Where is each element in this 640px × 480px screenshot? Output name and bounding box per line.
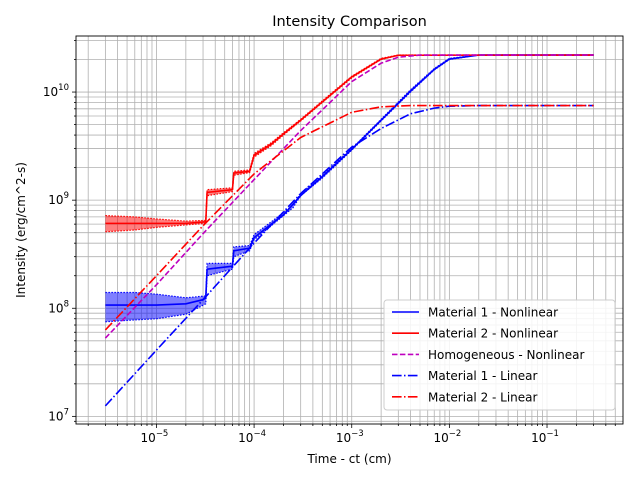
series-line-5	[104, 104, 594, 331]
x-tick-label: 10−5	[141, 429, 169, 445]
legend-label-3: Homogeneous - Nonlinear	[428, 348, 584, 362]
y-tick-label: 1010	[43, 83, 69, 99]
x-tick-label: 10−4	[238, 429, 266, 445]
series-line-3	[104, 54, 594, 339]
band-series-1	[105, 55, 594, 322]
x-tick-label: 10−3	[336, 429, 364, 445]
x-tick-label: 10−1	[531, 429, 559, 445]
legend: Material 1 - Nonlinear Material 2 - Nonli…	[383, 299, 616, 411]
x-axis-ticks: 10−5 10−4 10−3 10−2 10−1	[87, 424, 616, 445]
y-tick-label: 108	[48, 299, 69, 315]
band-lower-series-2	[105, 54, 594, 233]
chart-title: Intensity Comparison	[272, 14, 427, 30]
legend-label-4: Material 1 - Linear	[428, 369, 538, 383]
plot-border	[75, 35, 624, 425]
x-tick-label: 10−2	[433, 429, 461, 445]
series-line-2	[105, 54, 594, 225]
x-axis-label: Time - ct (cm)	[306, 452, 391, 466]
y-axis-ticks: 107 108 109 1010	[43, 40, 76, 423]
legend-box	[383, 299, 616, 411]
legend-label-5: Material 2 - Linear	[428, 390, 538, 404]
series-lines	[104, 54, 594, 407]
legend-label-1: Material 1 - Nonlinear	[428, 306, 558, 320]
plot-frame	[75, 35, 624, 425]
y-tick-label: 107	[48, 407, 69, 423]
y-tick-label: 109	[48, 191, 69, 207]
y-axis-label: Intensity (erg/cm^2-s)	[14, 162, 28, 298]
legend-label-2: Material 2 - Nonlinear	[428, 327, 558, 341]
